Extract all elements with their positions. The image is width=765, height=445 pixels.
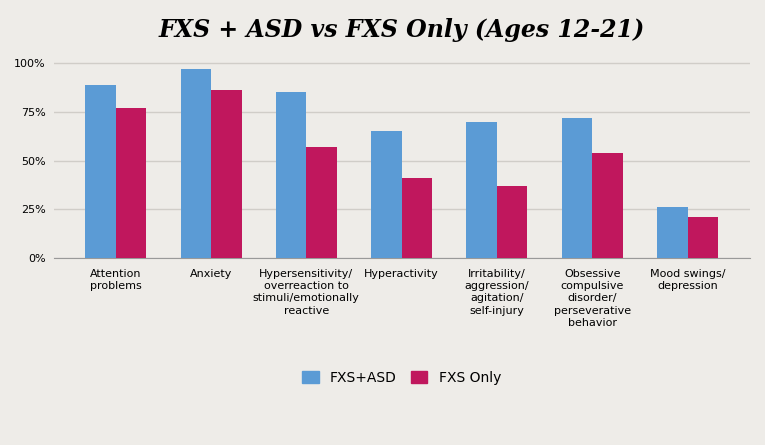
Bar [657,207,688,258]
Bar [497,186,527,258]
Bar [211,90,242,258]
Bar [402,178,432,258]
Bar [562,118,592,258]
Bar [306,147,337,258]
Bar [371,131,402,258]
Bar [592,153,623,258]
Bar [116,108,146,258]
Bar [276,93,306,258]
Bar [85,85,116,258]
Bar [688,217,718,258]
Bar [181,69,211,258]
Title: FXS + ASD vs FXS Only (Ages 12-21): FXS + ASD vs FXS Only (Ages 12-21) [158,18,645,42]
Bar [467,121,497,258]
Legend: FXS+ASD, FXS Only: FXS+ASD, FXS Only [297,365,506,390]
